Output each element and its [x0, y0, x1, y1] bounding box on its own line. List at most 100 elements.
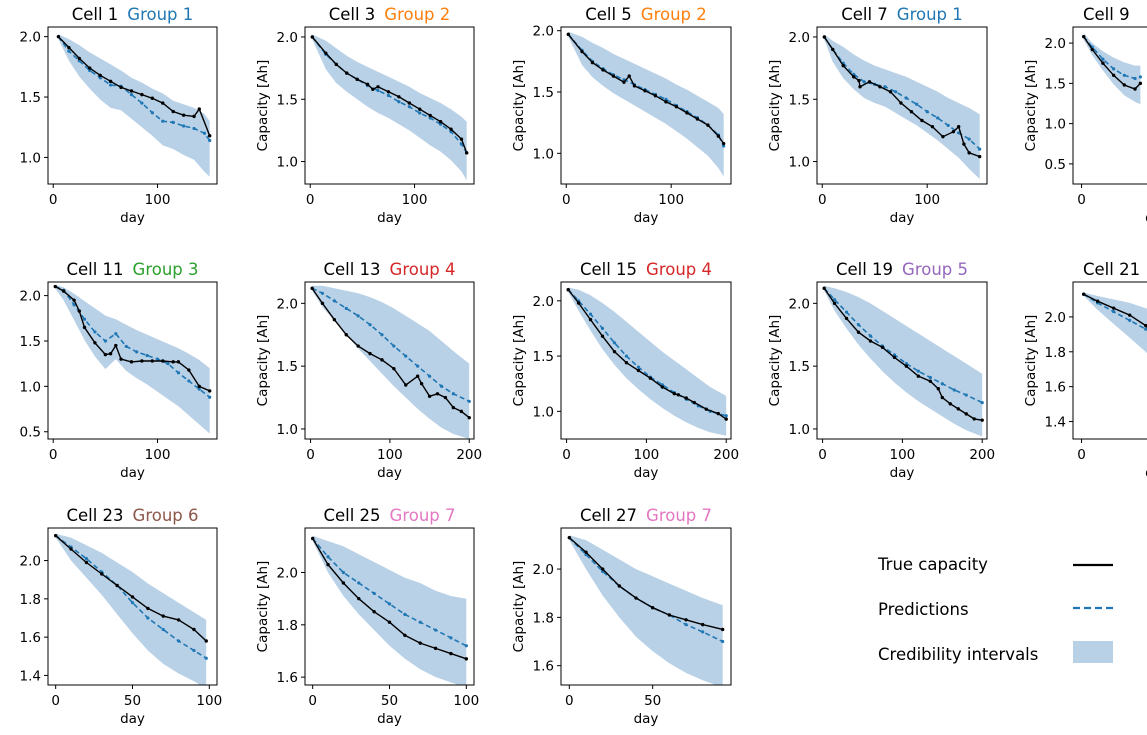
y-tick-label: 1.0	[789, 155, 810, 171]
true-capacity-point	[181, 113, 186, 117]
true-capacity-point	[334, 62, 338, 67]
prediction-point	[894, 90, 898, 94]
prediction-point	[407, 105, 411, 109]
prediction-point	[904, 96, 908, 100]
subplot-cell-7: 1.0 1.5 2.0 0 100 day Capacity [Ah] Cell 7 Group…	[767, 5, 988, 226]
true-capacity-point	[140, 359, 144, 363]
true-capacity-point	[435, 392, 440, 396]
y-tick-label: 1.0	[20, 150, 41, 166]
true-capacity-point	[888, 90, 893, 94]
y-tick-label: 2.0	[533, 562, 554, 578]
x-axis-label: day	[634, 210, 659, 226]
subplot-cell-23: 1.4 1.6 1.8 2.0 0 50 100 day Cell 23 Group 6	[20, 506, 223, 727]
true-capacity-point	[634, 596, 638, 600]
true-capacity-point	[438, 119, 443, 124]
y-tick-label: 1.5	[789, 359, 810, 375]
subplot-title: Cell 5 Group 2	[585, 5, 707, 24]
true-capacity-point	[930, 124, 935, 129]
true-capacity-point	[653, 93, 658, 98]
prediction-point	[129, 93, 134, 97]
subplot-cell-21: 1.4 1.6 1.8 2.0 0 day Capacity [Ah] Cell 21	[1023, 260, 1147, 481]
true-capacity-point	[310, 536, 315, 541]
true-capacity-point	[428, 113, 432, 118]
plot-area	[310, 34, 469, 181]
true-capacity-point	[636, 368, 641, 373]
x-axis-label: day	[120, 465, 145, 481]
y-tick-label: 2.0	[20, 30, 41, 46]
prediction-point	[451, 392, 455, 396]
prediction-point	[416, 364, 420, 368]
prediction-point	[915, 102, 919, 106]
prediction-point	[940, 382, 944, 386]
prediction-point	[320, 291, 325, 295]
true-capacity-point	[433, 646, 438, 651]
true-capacity-point	[418, 641, 422, 645]
plot-area	[53, 533, 208, 685]
x-axis-label: day	[1145, 210, 1147, 226]
true-capacity-point	[928, 379, 933, 383]
prediction-point	[192, 648, 196, 653]
subplot-cell-9: 0.5 1.0 1.5 2.0 0 day Capacity [Ah] Cell 9	[1023, 5, 1147, 226]
prediction-point	[150, 111, 154, 115]
true-capacity-point	[964, 412, 968, 416]
true-capacity-point	[88, 66, 92, 70]
true-capacity-point	[1127, 313, 1132, 317]
prediction-line	[567, 289, 727, 417]
true-capacity-point	[695, 117, 700, 121]
true-capacity-point	[310, 286, 314, 290]
prediction-point	[166, 362, 170, 366]
plot-area	[53, 284, 212, 434]
true-capacity-point	[387, 620, 392, 624]
y-tick-label: 1.5	[277, 359, 298, 375]
true-capacity-point	[98, 73, 102, 78]
true-capacity-point	[464, 657, 469, 661]
cell-name: Cell 13	[323, 260, 380, 279]
subplot-title: Cell 1 Group 1	[72, 5, 194, 24]
true-capacity-point	[648, 376, 653, 380]
true-capacity-point	[161, 359, 165, 363]
true-capacity-point	[114, 343, 118, 348]
y-tick-label: 1.0	[533, 404, 554, 420]
prediction-point	[862, 80, 866, 84]
y-axis-label: Capacity [Ah]	[255, 60, 271, 152]
y-tick-label: 1.5	[20, 334, 41, 350]
true-capacity-point	[1122, 83, 1127, 87]
prediction-point	[332, 299, 336, 303]
y-tick-label: 1.6	[533, 659, 554, 675]
prediction-point	[588, 312, 593, 316]
group-name: Group 3	[133, 260, 199, 279]
x-axis-label: day	[120, 210, 145, 226]
cell-name: Cell 9	[1083, 5, 1130, 24]
legend-label-true: True capacity	[877, 555, 988, 574]
x-tick-label: 50	[124, 693, 141, 709]
x-tick-label: 0	[308, 693, 317, 709]
true-capacity-point	[119, 357, 123, 361]
y-tick-label: 2.0	[789, 296, 810, 312]
true-capacity-point	[632, 84, 637, 88]
prediction-point	[904, 362, 908, 366]
prediction-point	[82, 317, 87, 321]
true-capacity-point	[449, 127, 453, 131]
x-tick-label: 200	[713, 447, 739, 463]
true-capacity-point	[627, 74, 631, 78]
y-tick-label: 1.0	[277, 155, 298, 171]
true-capacity-point	[187, 368, 191, 372]
true-capacity-point	[355, 77, 359, 82]
prediction-point	[449, 636, 453, 640]
true-capacity-point	[129, 89, 134, 93]
x-axis-label: day	[377, 711, 402, 727]
true-capacity-point	[831, 47, 835, 52]
true-capacity-point	[580, 49, 584, 54]
y-tick-label: 2.0	[20, 554, 41, 570]
prediction-point	[161, 627, 165, 632]
true-capacity-point	[146, 606, 150, 611]
y-axis-label: Capacity [Ah]	[767, 60, 783, 152]
prediction-point	[467, 399, 471, 403]
x-tick-label: 100	[145, 192, 171, 208]
prediction-point	[418, 111, 422, 115]
credibility-band	[824, 34, 980, 179]
prediction-point	[936, 116, 940, 120]
prediction-point	[1122, 73, 1126, 77]
prediction-point	[387, 602, 392, 606]
true-capacity-point	[612, 349, 617, 354]
